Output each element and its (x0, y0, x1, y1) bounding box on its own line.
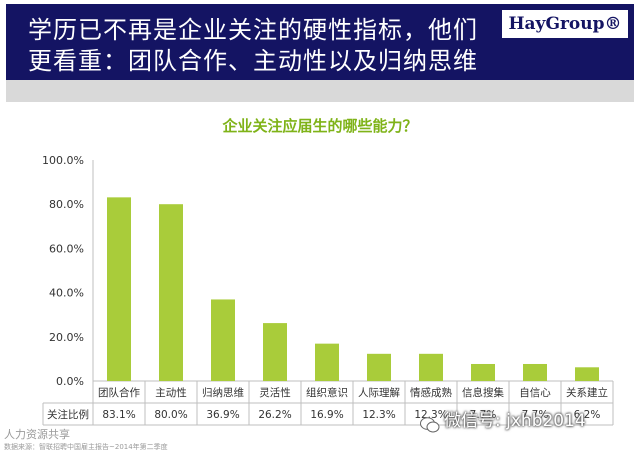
y-tick-label: 100.0% (42, 154, 84, 167)
value-label: 7.7% (470, 409, 497, 421)
footer-source: 数据来源：智联招聘中国雇主报告~2014年第二季度 (4, 443, 168, 451)
value-label: 36.9% (206, 409, 239, 421)
value-label: 6.2% (574, 409, 601, 421)
value-label: 16.9% (310, 409, 343, 421)
x-category-label: 团队合作 (98, 386, 140, 399)
header-banner: 学历已不再是企业关注的硬性指标，他们更看重：团队合作、主动性以及归纳思维 Hay… (6, 4, 634, 80)
x-category-label: 组织意识 (306, 386, 348, 399)
value-label: 12.3% (362, 409, 395, 421)
bar-1 (107, 197, 131, 381)
bar-10 (575, 367, 599, 381)
x-category-label: 情感成熟 (410, 386, 452, 399)
slide-title: 学历已不再是企业关注的硬性指标，他们更看重：团队合作、主动性以及归纳思维 (28, 16, 478, 75)
bar-9 (523, 363, 547, 381)
y-tick-label: 40.0% (49, 287, 84, 300)
y-tick-label: 0.0% (56, 375, 84, 388)
bar-5 (315, 343, 339, 381)
value-label: 80.0% (154, 409, 187, 421)
x-category-label: 自信心 (519, 386, 551, 399)
y-tick-label: 60.0% (49, 242, 84, 255)
bar-8 (471, 363, 495, 381)
watermark-text: 微信号: jxhb2014 (444, 411, 586, 431)
value-label: 7.7% (522, 409, 549, 421)
value-label: 26.2% (258, 409, 291, 421)
x-category-label: 灵活性 (259, 386, 291, 399)
header-divider (6, 80, 634, 102)
bar-7 (419, 353, 443, 381)
x-category-label: 人际理解 (358, 386, 400, 399)
table-row-label: 关注比例 (47, 408, 89, 421)
y-tick-label: 20.0% (49, 331, 84, 344)
bar-6 (367, 353, 391, 381)
bar-4 (263, 323, 287, 381)
footer-logo-text: 人力资源共享 (4, 428, 70, 441)
chart-title: 企业关注应届生的哪些能力？ (222, 117, 418, 135)
bar-2 (159, 204, 183, 381)
haygroup-logo: HayGroup® (502, 10, 628, 38)
bar-3 (211, 299, 235, 381)
x-category-label: 信息搜集 (462, 386, 504, 399)
x-category-label: 主动性 (155, 386, 187, 399)
wechat-watermark: 微信号: jxhb2014 (420, 406, 586, 436)
y-tick-label: 80.0% (49, 198, 84, 211)
x-category-label: 关系建立 (566, 386, 608, 399)
wechat-icon (420, 413, 440, 433)
value-label: 83.1% (102, 409, 135, 421)
value-label: 12.3% (414, 409, 447, 421)
x-category-label: 归纳思维 (202, 386, 244, 399)
